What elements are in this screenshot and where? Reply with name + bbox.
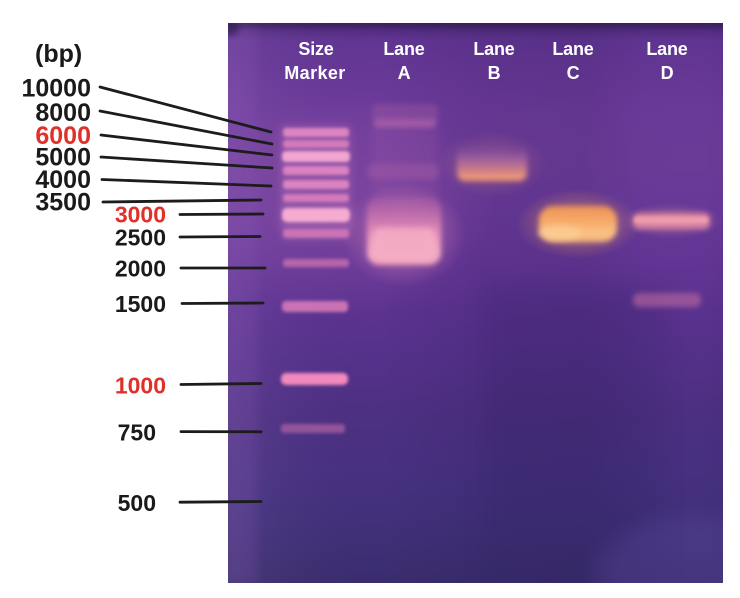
svg-text:C: C — [567, 63, 580, 83]
svg-text:4000: 4000 — [35, 166, 91, 194]
svg-text:1000: 1000 — [115, 372, 166, 398]
svg-text:Lane: Lane — [646, 39, 687, 59]
svg-text:500: 500 — [118, 490, 156, 516]
svg-text:(bp): (bp) — [35, 40, 82, 68]
svg-text:5000: 5000 — [35, 144, 91, 172]
svg-text:8000: 8000 — [35, 99, 91, 127]
svg-text:A: A — [398, 63, 411, 83]
svg-text:Lane: Lane — [552, 39, 593, 59]
svg-text:1500: 1500 — [115, 291, 166, 317]
svg-text:2000: 2000 — [115, 255, 166, 281]
svg-text:Lane: Lane — [383, 39, 424, 59]
svg-text:10000: 10000 — [21, 75, 91, 103]
svg-text:3000: 3000 — [115, 202, 166, 228]
svg-text:750: 750 — [118, 419, 156, 445]
svg-text:2500: 2500 — [115, 224, 166, 250]
svg-text:D: D — [661, 63, 674, 83]
svg-text:6000: 6000 — [35, 122, 91, 150]
svg-text:Marker: Marker — [284, 63, 345, 83]
svg-text:B: B — [488, 63, 501, 83]
svg-text:Lane: Lane — [473, 39, 514, 59]
svg-text:3500: 3500 — [35, 189, 91, 217]
svg-text:Size: Size — [298, 39, 333, 59]
